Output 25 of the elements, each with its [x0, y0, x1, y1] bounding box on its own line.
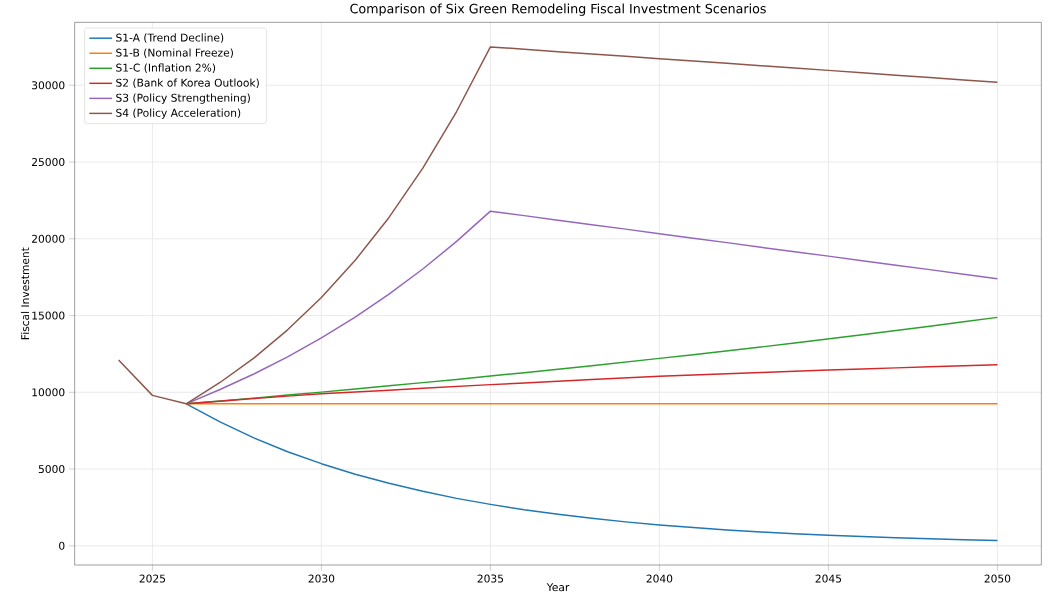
x-tick-label: 2040: [646, 574, 673, 583]
y-tick-label: 5000: [38, 465, 65, 474]
chart-title: Comparison of Six Green Remodeling Fiscal Investment Scenarios: [350, 3, 766, 16]
x-tick-label: 2050: [984, 574, 1011, 583]
x-tick-label: 2030: [308, 574, 335, 583]
y-axis-title: Fiscal Investment: [20, 247, 30, 340]
x-tick-label: 2025: [139, 574, 166, 583]
y-tick-label: 20000: [32, 234, 65, 243]
x-axis-title: Year: [546, 583, 570, 592]
line-series: [185, 210, 999, 405]
y-tick-label: 30000: [32, 81, 65, 90]
y-tick-label: 0: [59, 541, 65, 550]
x-tick-label: 2045: [815, 574, 842, 583]
legend-label: S1-A (Trend Decline): [116, 33, 224, 43]
x-tick-label: 2035: [477, 574, 504, 583]
legend-label: S1-C (Inflation 2%): [116, 63, 216, 73]
line-series: [117, 46, 999, 405]
legend-label: S3 (Policy Strengthening): [116, 93, 250, 104]
line-series: [185, 403, 999, 542]
legend-label: S4 (Policy Acceleration): [116, 108, 241, 119]
y-tick-label: 10000: [32, 388, 65, 397]
y-tick-label: 25000: [32, 157, 65, 167]
legend-label: S1-B (Nominal Freeze): [116, 48, 233, 58]
y-tick-label: 15000: [32, 311, 65, 320]
legend-label: S2 (Bank of Korea Outlook): [116, 78, 259, 88]
